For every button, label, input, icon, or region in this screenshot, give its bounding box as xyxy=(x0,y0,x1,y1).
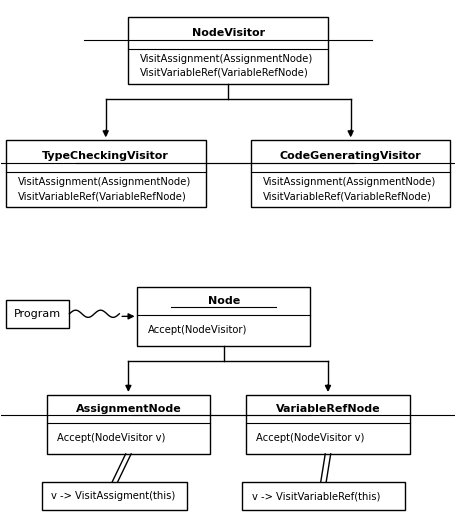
Text: Accept(NodeVisitor v): Accept(NodeVisitor v) xyxy=(256,433,365,443)
Text: Accept(NodeVisitor): Accept(NodeVisitor) xyxy=(148,325,247,335)
FancyBboxPatch shape xyxy=(137,287,310,346)
Text: VisitAssignment(AssignmentNode)
VisitVariableRef(VariableRefNode): VisitAssignment(AssignmentNode) VisitVar… xyxy=(263,177,436,201)
Text: AssignmentNode: AssignmentNode xyxy=(75,404,181,414)
FancyBboxPatch shape xyxy=(47,395,210,454)
Text: VisitAssignment(AssignmentNode)
VisitVariableRef(VariableRefNode): VisitAssignment(AssignmentNode) VisitVar… xyxy=(18,177,191,201)
FancyBboxPatch shape xyxy=(6,300,69,328)
Text: CodeGeneratingVisitor: CodeGeneratingVisitor xyxy=(280,151,421,161)
Text: VisitAssignment(AssignmentNode)
VisitVariableRef(VariableRefNode): VisitAssignment(AssignmentNode) VisitVar… xyxy=(140,54,314,78)
FancyBboxPatch shape xyxy=(242,482,405,510)
Text: v -> VisitVariableRef(this): v -> VisitVariableRef(this) xyxy=(252,491,380,501)
Text: Node: Node xyxy=(208,296,240,306)
Text: v -> VisitAssigment(this): v -> VisitAssigment(this) xyxy=(51,491,175,501)
Text: NodeVisitor: NodeVisitor xyxy=(191,28,265,38)
FancyBboxPatch shape xyxy=(6,140,206,207)
Text: Program: Program xyxy=(14,309,61,319)
Text: VariableRefNode: VariableRefNode xyxy=(276,404,380,414)
FancyBboxPatch shape xyxy=(42,482,187,510)
FancyBboxPatch shape xyxy=(251,140,450,207)
Text: TypeCheckingVisitor: TypeCheckingVisitor xyxy=(42,151,169,161)
FancyBboxPatch shape xyxy=(246,395,410,454)
FancyBboxPatch shape xyxy=(128,17,328,84)
Text: Accept(NodeVisitor v): Accept(NodeVisitor v) xyxy=(56,433,165,443)
